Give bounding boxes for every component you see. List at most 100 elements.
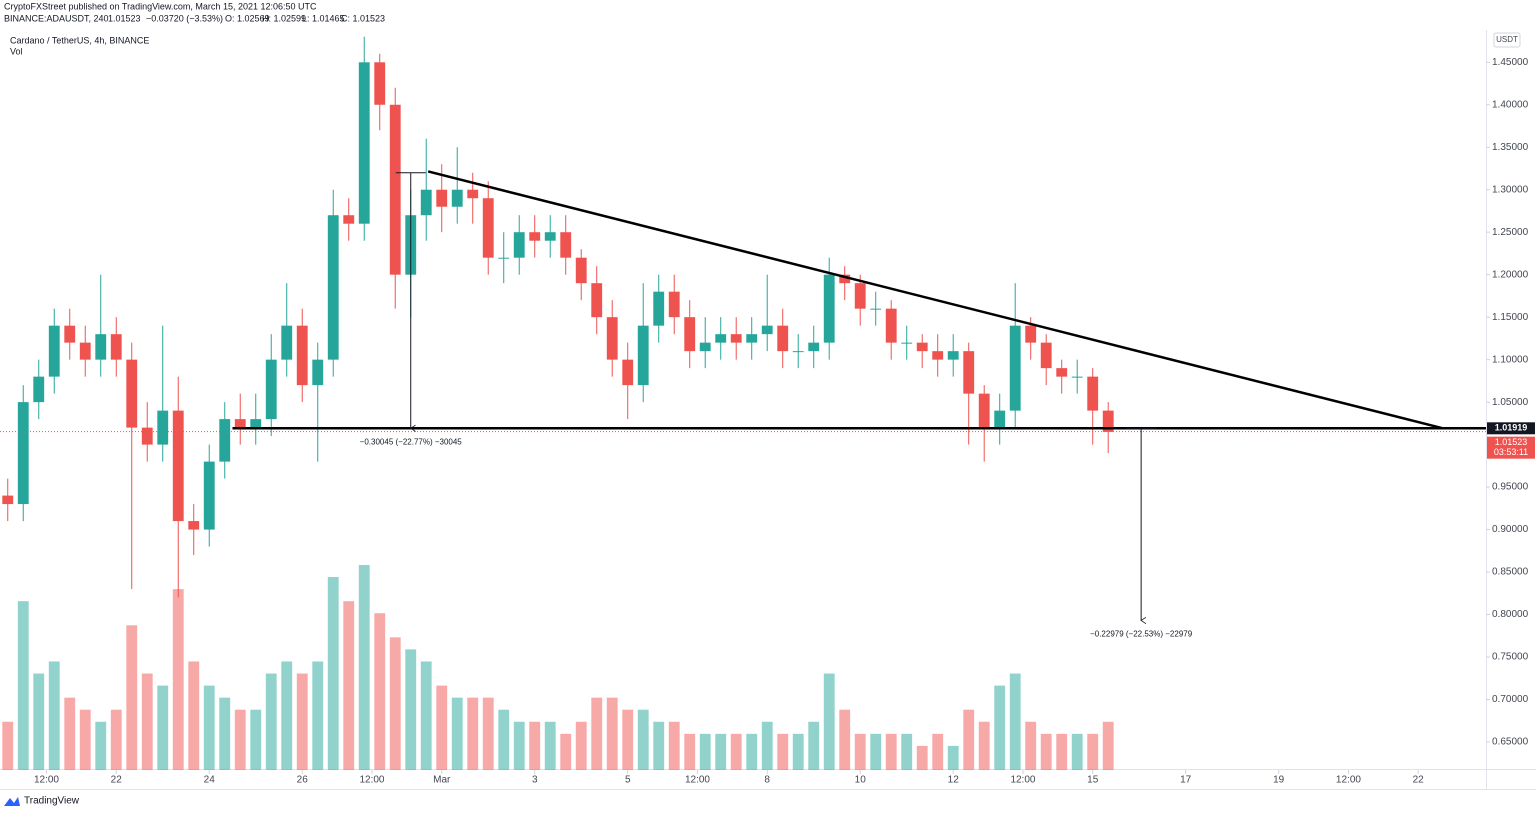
volume-bar [839, 709, 851, 770]
x-tick-label: 12 [948, 775, 960, 786]
volume-bar [126, 625, 138, 770]
brand: TradingView [24, 796, 80, 807]
volume-bar [916, 745, 928, 770]
x-tick-label: Mar [433, 775, 451, 786]
candle-body [901, 342, 913, 344]
x-tick-label: 22 [111, 775, 123, 786]
candle-body [529, 232, 541, 241]
candle-body [808, 342, 820, 352]
volume-bar [405, 649, 417, 770]
volume-bar [64, 697, 76, 770]
volume-bar [544, 721, 556, 770]
candle-body [157, 410, 169, 445]
volume-bar [637, 709, 649, 770]
candle-body [312, 359, 324, 386]
y-tick-label: 0.65000 [1492, 737, 1529, 748]
candle-body [296, 325, 308, 386]
candle-body [684, 317, 696, 352]
volume-bar [141, 673, 153, 770]
volume-bar [1056, 733, 1068, 770]
volume-bar [994, 685, 1006, 770]
candle-body [17, 402, 29, 505]
candle-body [870, 308, 882, 310]
symbol: BINANCE:ADAUSDT, 240 [4, 13, 109, 23]
volume-bar [451, 697, 463, 770]
volume-bar [653, 721, 665, 770]
publisher: CryptoFXStreet published on TradingView.… [4, 1, 317, 11]
volume-bar [250, 709, 262, 770]
volume-bar [684, 733, 696, 770]
y-tick-label: 1.15000 [1492, 312, 1529, 323]
volume-bar [172, 589, 184, 770]
currency-box[interactable] [1493, 32, 1521, 48]
logo-icon [4, 797, 20, 806]
candle-body [823, 274, 835, 343]
volume-bar [498, 709, 510, 770]
volume-bar [95, 721, 107, 770]
candle-body [95, 334, 107, 360]
volume-bar [327, 577, 339, 770]
last: 1.01523 [108, 13, 141, 23]
x-tick-label: 15 [1087, 775, 1099, 786]
candle-body [699, 342, 711, 352]
candle-body [575, 257, 587, 284]
candle-body [358, 62, 370, 224]
candle-body [141, 427, 153, 445]
y-tick-label: 0.70000 [1492, 694, 1529, 705]
volume-bar [1071, 733, 1083, 770]
candle-body [1056, 368, 1068, 377]
candle-body [1025, 325, 1037, 343]
candle-body [482, 198, 494, 258]
candle-body [746, 334, 758, 343]
candle-body [467, 189, 479, 199]
y-tick-label: 0.90000 [1492, 524, 1529, 535]
x-tick-label: 22 [1413, 775, 1425, 786]
volume-bar [219, 697, 231, 770]
volume-bar [467, 697, 479, 770]
candle-body [126, 359, 138, 428]
y-tick-label: 1.35000 [1492, 142, 1529, 153]
volume-bar [885, 733, 897, 770]
candle-body [451, 189, 463, 207]
volume-bar [978, 721, 990, 770]
candle-body [498, 257, 510, 259]
candle-body [839, 274, 851, 284]
volume-bar [48, 661, 60, 770]
volume-bar [715, 733, 727, 770]
quote-line: BINANCE:ADAUSDT, 240 1.01523 −0.03720 (−… [4, 13, 385, 23]
volume-bar [901, 733, 913, 770]
volume-bar [1025, 721, 1037, 770]
volume-bar [2, 721, 14, 770]
price-timer: 03:53:11 [1494, 447, 1528, 457]
x-tick-label: 12:00 [685, 775, 710, 786]
x-tick-label: 8 [764, 775, 770, 786]
candle-body [854, 283, 866, 309]
candle-body [172, 410, 184, 522]
open: O: 1.02569 [225, 13, 270, 23]
candle-body [963, 351, 975, 394]
measure-label: −0.22979 (−22.53%) −22979 [1090, 630, 1193, 639]
candle-body [1071, 376, 1083, 378]
y-tick-label: 0.80000 [1492, 609, 1529, 620]
y-tick-label: 1.10000 [1492, 354, 1529, 365]
volume-bar [1087, 733, 1099, 770]
volume-bar [110, 709, 122, 770]
volume-bar [389, 637, 401, 770]
candle-body [48, 325, 60, 377]
volume-bar [1009, 673, 1021, 770]
volume-bar [203, 685, 215, 770]
volume-label: Vol [10, 46, 23, 56]
volume-bar [312, 661, 324, 770]
candle-body [203, 461, 215, 530]
volume-bar [281, 661, 293, 770]
volume-bar [358, 565, 370, 770]
candle-body [947, 351, 959, 360]
volume-bar [188, 661, 200, 770]
support-price-box [1487, 422, 1535, 435]
volume-bar [157, 685, 169, 770]
candle-body [389, 104, 401, 275]
candle-body [885, 308, 897, 343]
candle-body [265, 359, 277, 420]
candle-body [436, 189, 448, 207]
x-tick-label: 12:00 [1336, 775, 1361, 786]
